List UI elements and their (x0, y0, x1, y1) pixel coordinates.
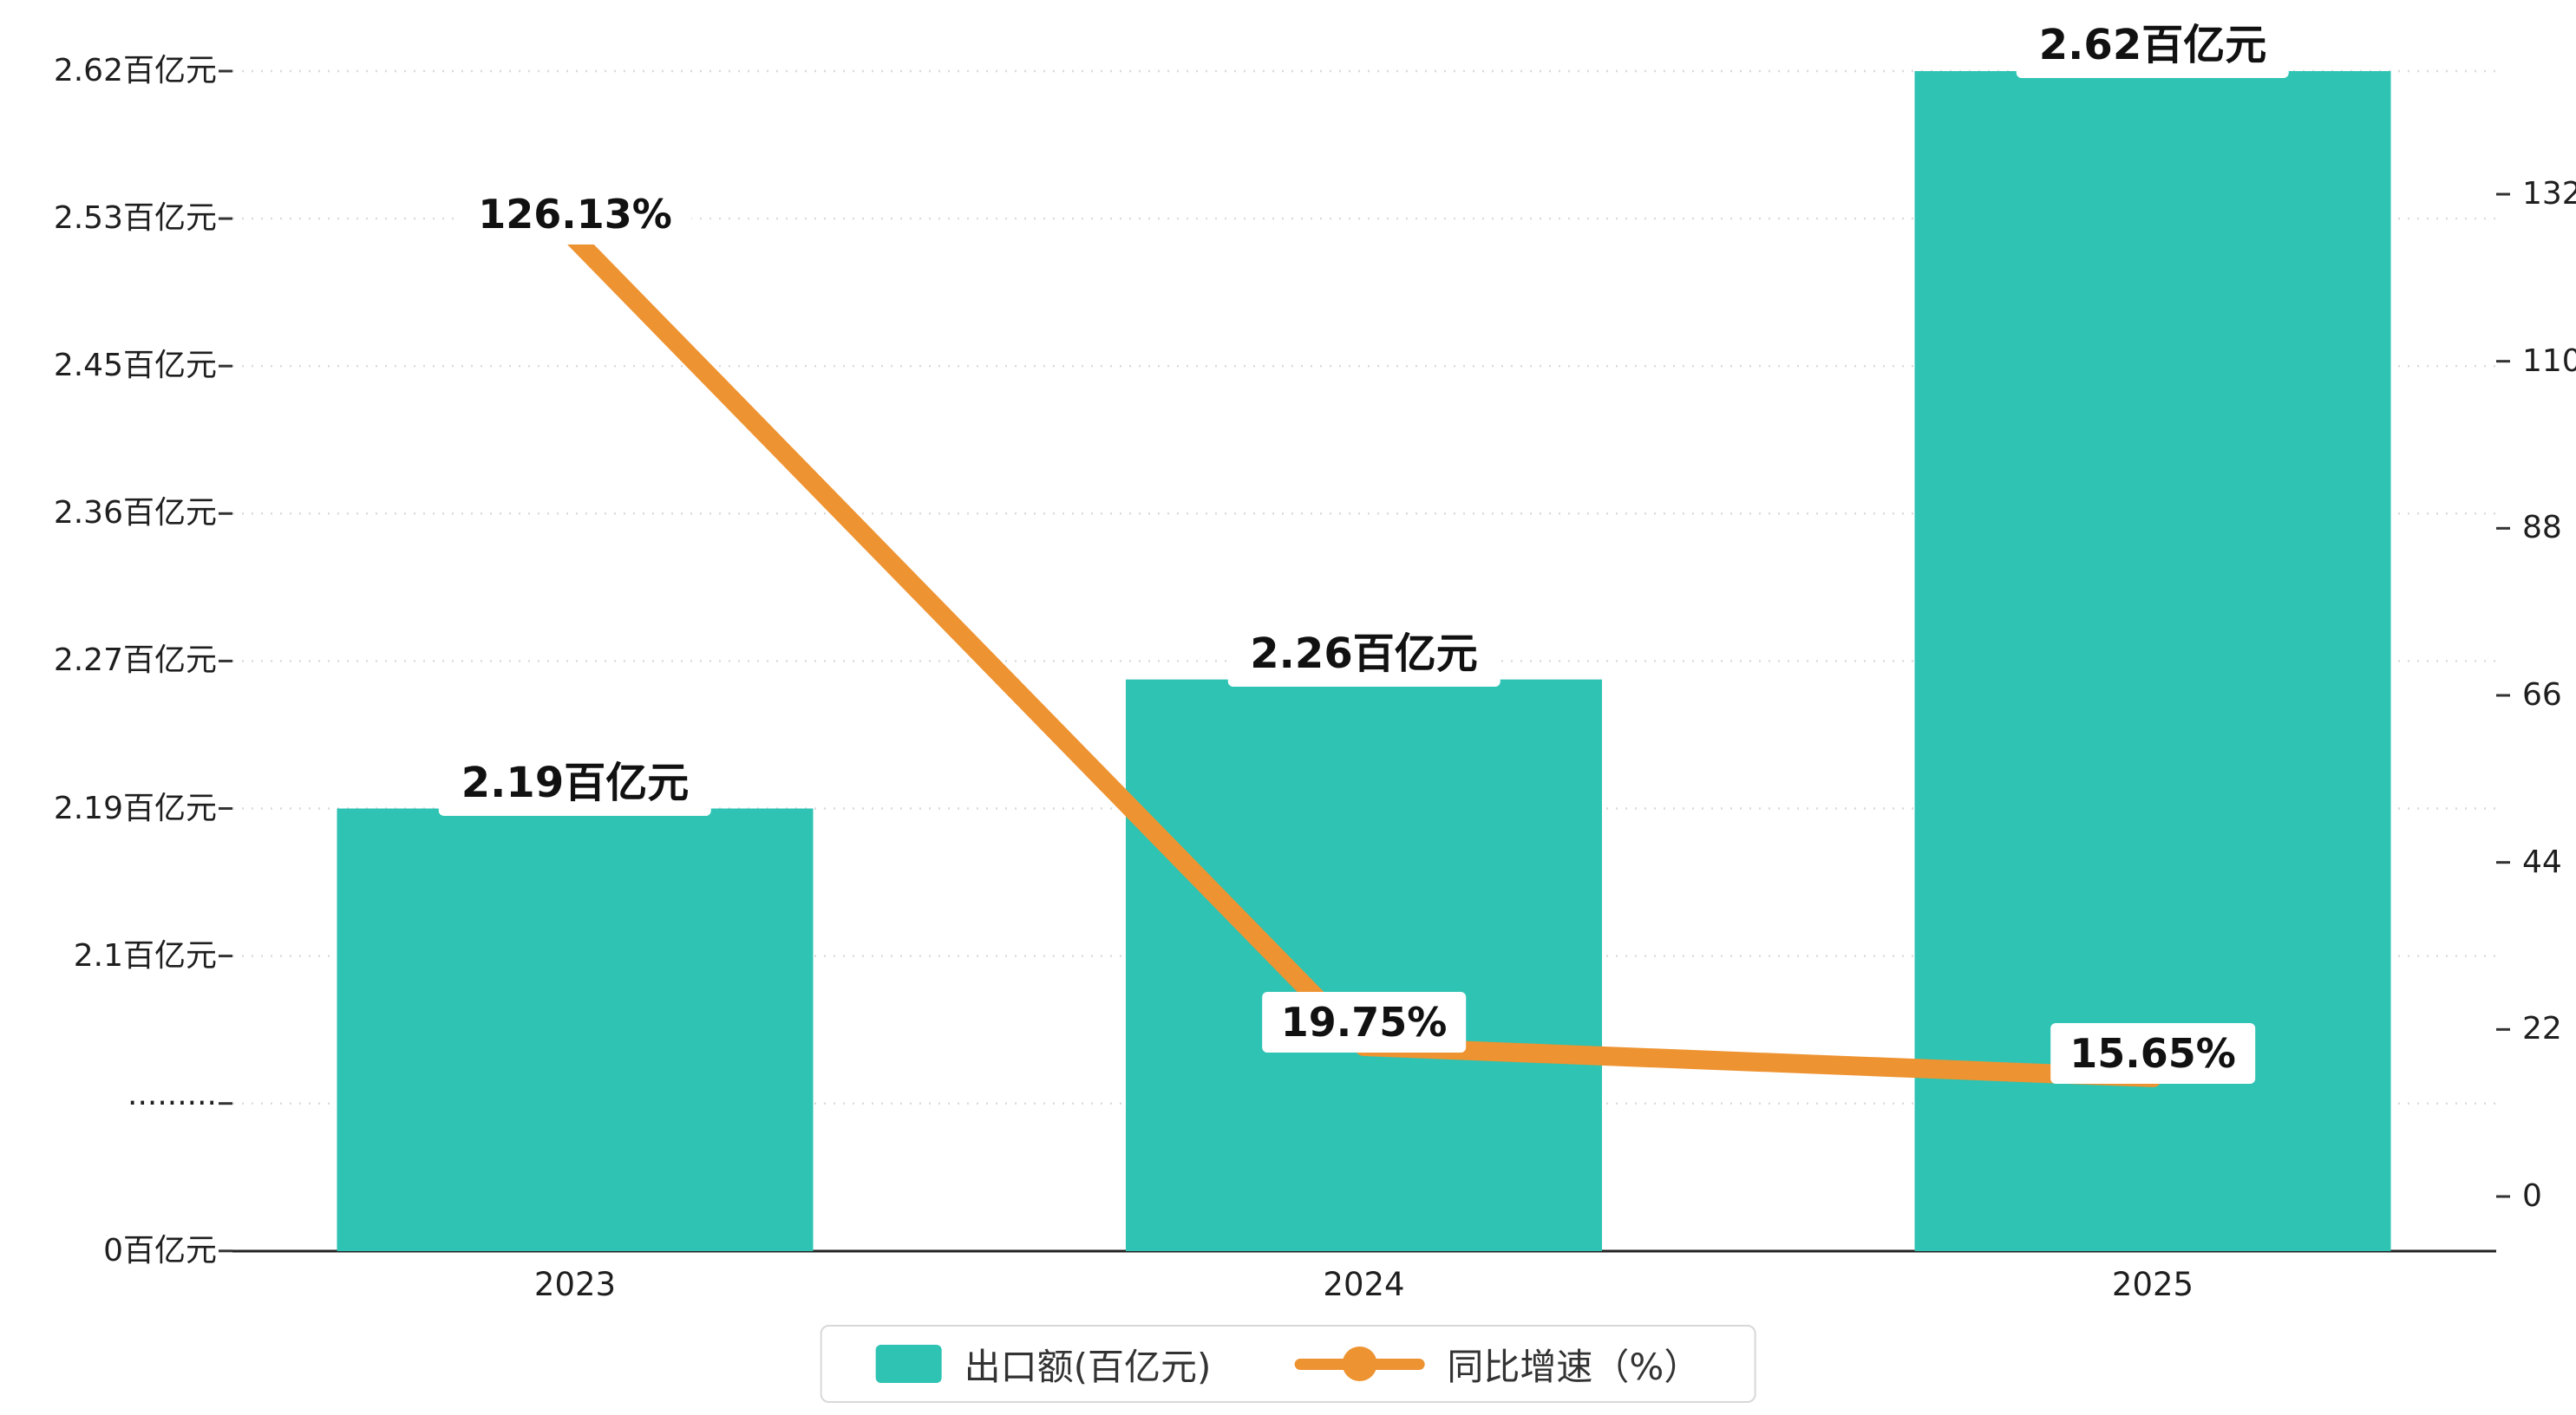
bar-value-label: 2.19百亿元 (438, 740, 712, 816)
right-axis-label: 0 (2522, 1178, 2542, 1214)
line-value-label: 126.13% (459, 184, 691, 245)
legend-label-growth: 同比增速（%） (1447, 1345, 1701, 1388)
line-swatch-icon (1294, 1345, 1425, 1383)
legend: 出口额(百亿元) 同比增速（%） (820, 1325, 1756, 1403)
x-axis-label: 2023 (533, 1266, 617, 1303)
bar-2024[interactable] (1126, 679, 1602, 1251)
left-axis-label: 2.27百亿元 (53, 642, 217, 679)
bar-swatch-icon (875, 1345, 942, 1383)
right-axis-label: 132 (2522, 176, 2576, 212)
x-axis-label: 2024 (1323, 1266, 1405, 1303)
legend-label-export: 出口额(百亿元) (964, 1345, 1212, 1388)
line-value-label: 19.75% (1261, 992, 1467, 1053)
bar-value-label: 2.26百亿元 (1227, 611, 1500, 687)
line-value-label: 15.65% (2050, 1022, 2255, 1084)
left-axis-label: 2.45百亿元 (53, 348, 217, 384)
left-axis-label: 2.19百亿元 (53, 790, 217, 826)
left-axis-label: ········· (127, 1085, 217, 1121)
left-axis-label: 2.62百亿元 (53, 53, 217, 88)
left-axis-label: 2.36百亿元 (53, 495, 217, 531)
right-axis-label: 66 (2522, 677, 2562, 713)
right-axis-label: 44 (2522, 844, 2562, 880)
left-axis-label: 2.53百亿元 (53, 200, 217, 237)
bar-2023[interactable] (337, 808, 814, 1252)
x-axis-label: 2025 (2111, 1266, 2194, 1303)
bar-value-label: 2.62百亿元 (2016, 3, 2290, 78)
legend-item-growth[interactable]: 同比增速（%） (1294, 1338, 1700, 1391)
right-axis-label: 22 (2522, 1011, 2562, 1047)
left-axis-label: 0百亿元 (103, 1232, 217, 1268)
right-axis-label: 88 (2522, 510, 2562, 546)
left-axis-label: 2.1百亿元 (73, 937, 217, 974)
right-axis-label: 110 (2522, 342, 2576, 379)
line-swatch-dot-icon (1342, 1347, 1377, 1381)
legend-item-export[interactable]: 出口额(百亿元) (875, 1338, 1212, 1391)
